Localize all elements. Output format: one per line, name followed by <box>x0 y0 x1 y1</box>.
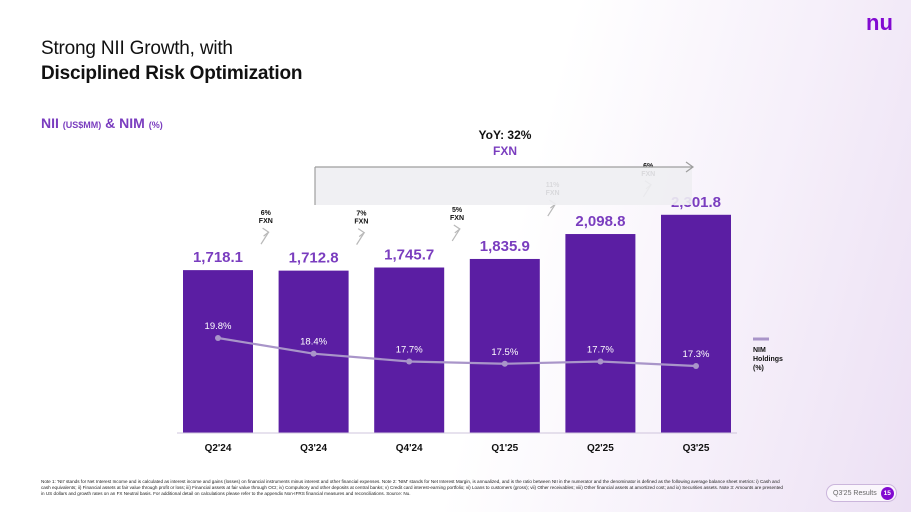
nim-value-label-2: 18.4% <box>300 337 327 348</box>
growth-arrow-head-3 <box>453 224 461 234</box>
x-tick-label-4: Q1'25 <box>491 443 518 454</box>
growth-arrow-line-4 <box>547 203 556 217</box>
growth-arrow-line-3 <box>451 228 461 242</box>
yoy-label: YoY: 32% <box>479 128 532 142</box>
growth-tag-1: FXN <box>259 218 273 225</box>
nim-value-label-4: 17.5% <box>491 347 518 358</box>
growth-tag-2: FXN <box>354 219 368 226</box>
nim-line <box>217 336 697 368</box>
growth-arrow-line-2 <box>356 232 365 245</box>
logo-text: nu <box>866 12 893 34</box>
nim-point-3 <box>406 358 413 365</box>
title-line-2: Disciplined Risk Optimization <box>41 63 303 84</box>
x-tick-label-2: Q3'24 <box>300 443 327 454</box>
yoy-tag: FXN <box>493 144 517 158</box>
title-line-1: Strong NII Growth, with <box>41 38 233 59</box>
page-tag: Q3'25 Results 15 <box>826 484 897 502</box>
nii-value-label-5: 2,098.8 <box>575 213 625 230</box>
growth-arrow-head-1 <box>262 227 270 237</box>
nim-point-6 <box>693 363 699 369</box>
x-tick-label-3: Q4'24 <box>396 443 423 454</box>
yoy-band <box>315 167 692 205</box>
chart-subtitle: NII (US$MM) & NIM (%) <box>41 115 163 131</box>
footnote: Note 1: 'NII' stands for Net Interest In… <box>41 479 783 496</box>
growth-pct-3: 5% <box>452 207 463 214</box>
page-number: 15 <box>880 486 894 500</box>
nii-value-label-3: 1,745.7 <box>384 247 434 264</box>
page-label: Q3'25 Results <box>833 489 877 497</box>
nii-bar-4 <box>469 258 540 433</box>
subtitle-unit-1: (US$MM) <box>62 120 102 130</box>
x-tick-label-1: Q2'24 <box>205 443 232 454</box>
nii-bar-6 <box>661 214 731 433</box>
nim-point-5 <box>597 358 604 365</box>
nim-value-label-1: 19.8% <box>205 321 232 332</box>
nii-bar-3 <box>374 267 445 433</box>
nim-point-2 <box>310 350 317 357</box>
subtitle-main: NII <box>41 115 63 131</box>
x-tick-label-6: Q3'25 <box>683 443 710 454</box>
nim-value-label-3: 17.7% <box>396 345 423 356</box>
legend-nim-line2: Holdings <box>753 356 783 363</box>
nii-value-label-4: 1,835.9 <box>480 238 530 255</box>
nu-logo: nu <box>866 12 893 34</box>
x-tick-label-5: Q2'25 <box>587 443 614 454</box>
nim-point-4 <box>501 360 508 367</box>
growth-tag-3: FXN <box>450 215 464 222</box>
nii-value-label-2: 1,712.8 <box>289 250 339 267</box>
growth-pct-5: 6% <box>643 163 654 170</box>
legend-nim-line3: (%) <box>753 365 764 372</box>
nii-value-label-1: 1,718.1 <box>193 249 243 266</box>
legend-nim-line1: NIM <box>753 347 766 354</box>
growth-arrow-head-2 <box>357 228 366 238</box>
growth-pct-1: 6% <box>261 210 272 217</box>
nii-bar-5 <box>565 234 636 433</box>
nii-bar-1 <box>183 270 253 433</box>
nim-value-label-6: 17.3% <box>683 349 710 360</box>
nii-nim-chart: 1,718.1 Q2'24 1,712.8 Q3'24 1,745.7 Q4'24 1,83… <box>177 128 783 454</box>
nim-value-label-5: 17.7% <box>587 345 614 356</box>
subtitle-mid: & NIM <box>101 115 149 131</box>
subtitle-unit-2: (%) <box>148 120 163 130</box>
growth-pct-2: 7% <box>356 211 367 218</box>
growth-arrow-line-1 <box>260 231 270 245</box>
nim-point-1 <box>215 335 221 341</box>
yoy-arrow-head <box>685 161 695 173</box>
